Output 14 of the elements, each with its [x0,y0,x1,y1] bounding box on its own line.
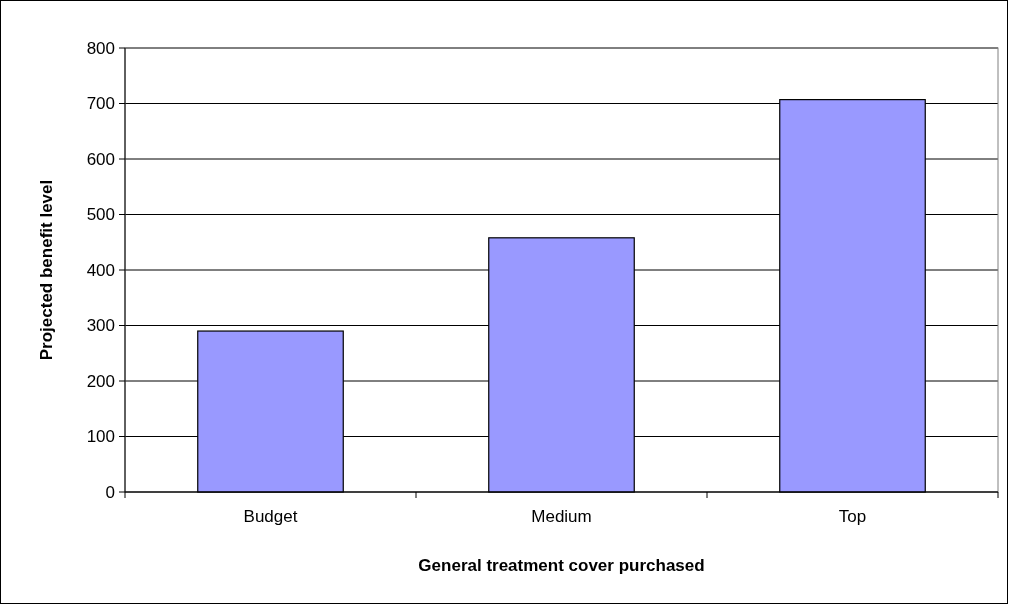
y-tick-label: 700 [86,94,115,114]
y-tick-label: 400 [86,260,115,280]
y-tick-label: 0 [105,482,115,502]
y-tick-label: 600 [86,149,115,169]
x-tick-label: Medium [531,507,592,526]
x-tick-label: Budget [243,507,298,526]
y-tick-label: 500 [86,205,115,225]
y-tick-label: 300 [86,316,115,336]
y-tick-label: 200 [86,371,115,391]
y-tick-label: 800 [86,38,115,58]
x-tick-label: Top [838,507,867,526]
x-axis-title: General treatment cover purchased [418,556,705,575]
y-tick-label: 100 [86,427,115,447]
y-axis-title: Projected benefit level [37,179,56,361]
